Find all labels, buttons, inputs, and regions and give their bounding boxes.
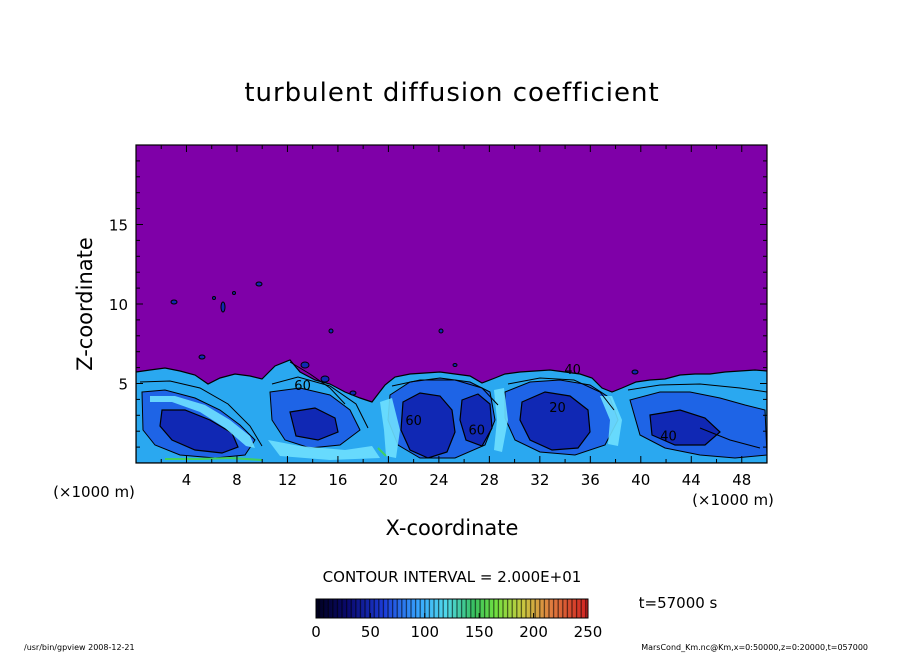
- colorbar: 0 50 100 150 200 250: [311, 598, 602, 641]
- x-tick-label: 16: [328, 471, 347, 489]
- contour-label: 20: [549, 401, 566, 416]
- footer-left: /usr/bin/gpview 2008-12-21: [24, 643, 135, 652]
- time-label: t=57000 s: [639, 594, 718, 612]
- colorbar-tick-label: 200: [519, 623, 548, 641]
- contour-interval: CONTOUR INTERVAL = 2.000E+01: [323, 568, 582, 586]
- colorbar-tick-label: 100: [410, 623, 439, 641]
- y-axis: 5 10 15: [109, 160, 767, 448]
- x-tick-label: 8: [232, 471, 242, 489]
- colorbar-tick-label: 50: [361, 623, 380, 641]
- plot-area: [136, 145, 767, 463]
- colorbar-tick-label: 250: [574, 623, 603, 641]
- contour-lines: [139, 361, 767, 449]
- x-unit-right: (×1000 m): [692, 491, 774, 509]
- x-axis: 4 8 12 16 20 24 28 32 36 40 44 48: [160, 145, 751, 489]
- y-tick-label: 10: [109, 296, 128, 314]
- x-tick-label: 28: [480, 471, 499, 489]
- green-traces: [165, 447, 387, 461]
- x-tick-label: 40: [631, 471, 650, 489]
- y-tick-label: 15: [109, 217, 128, 235]
- y-axis-label: Z-coordinate: [73, 237, 97, 371]
- scattered-cells: [170, 281, 639, 396]
- high-zones: [159, 391, 721, 459]
- light-streaks: [150, 388, 622, 460]
- contour-label: 60: [405, 414, 422, 429]
- contour-label: 60: [468, 423, 485, 438]
- x-tick-label: 44: [682, 471, 701, 489]
- contour-label: 60: [294, 379, 311, 394]
- x-tick-label: 48: [732, 471, 751, 489]
- contour-labels: 40 60 60 40 60 20: [294, 363, 677, 445]
- colorbar-tick-label: 150: [465, 623, 494, 641]
- x-unit-left: (×1000 m): [53, 483, 135, 501]
- x-tick-label: 20: [379, 471, 398, 489]
- colorbar-tick-label: 0: [311, 623, 321, 641]
- contour-label: 40: [660, 430, 677, 445]
- x-tick-label: 4: [182, 471, 192, 489]
- x-tick-label: 32: [530, 471, 549, 489]
- colorbar-frame: [315, 598, 589, 619]
- contour-label: 40: [564, 363, 581, 378]
- colorbar-ticks: 0 50 100 150 200 250: [311, 613, 602, 641]
- footer-right: MarsCond_Km.nc@Km,x=0:50000,z=0:20000,t=…: [641, 643, 868, 652]
- x-tick-label: 24: [429, 471, 448, 489]
- y-tick-label: 5: [118, 376, 128, 394]
- colorbar-stripes: [318, 599, 587, 618]
- x-tick-label: 12: [278, 471, 297, 489]
- x-tick-label: 36: [581, 471, 600, 489]
- x-axis-label: X-coordinate: [386, 516, 519, 540]
- chart-title: turbulent diffusion coefficient: [244, 78, 659, 108]
